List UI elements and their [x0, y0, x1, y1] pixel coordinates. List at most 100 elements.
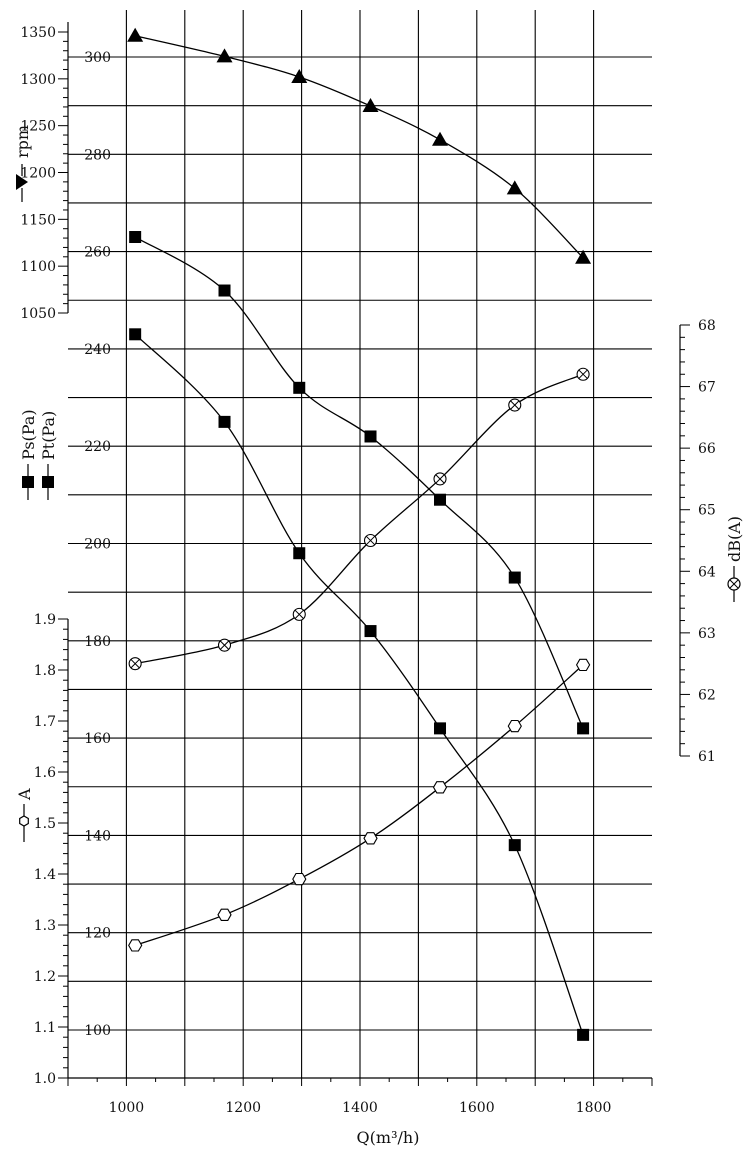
x-tick-label: 1000 [109, 1100, 145, 1116]
pa-axis-title: Ps(Pa) [19, 409, 38, 500]
db-axis-label: dB(A) [725, 516, 744, 562]
square-marker [293, 547, 306, 560]
circle-x-stroke [435, 474, 445, 484]
triangle-marker [291, 68, 308, 83]
db-tick-label: 67 [698, 380, 716, 396]
amp-tick-label: 1.1 [34, 1020, 56, 1036]
rpm-tick-label: 1050 [20, 306, 56, 322]
square-marker [129, 231, 142, 244]
square-marker [508, 571, 521, 584]
triangle-marker [362, 97, 379, 112]
circle-x-marker [217, 638, 232, 652]
circle-x-marker [292, 607, 306, 621]
db-axis-title: dB(A) [725, 516, 744, 602]
amp-axis-title: A [15, 788, 34, 842]
square-marker [577, 1028, 590, 1041]
x-tick-label: 1400 [342, 1100, 378, 1116]
square-marker [434, 493, 447, 506]
series-line-rpm [135, 35, 584, 259]
square-marker [434, 722, 447, 735]
axes: 1000 1200 1400 1600 1800 1050 1100 1150 1200 1250… [20, 22, 716, 1116]
series-line-pa [134, 236, 584, 729]
amp-tick-label: 1.7 [34, 714, 56, 730]
square-marker [364, 625, 377, 638]
pa-tick-label: 200 [84, 537, 111, 553]
rpm-tick-label: 1350 [20, 25, 56, 41]
rpm-tick-label: 1300 [20, 72, 56, 88]
pt-axis-label: Pt(Pa) [39, 411, 58, 460]
triangle-icon [16, 174, 28, 190]
square-icon [22, 476, 34, 488]
circle-x-icon [727, 577, 741, 591]
amp-tick-label: 1.5 [34, 816, 56, 832]
db-tick-label: 66 [698, 441, 716, 457]
rpm-tick-label: 1100 [20, 259, 56, 275]
circle-x-stroke [578, 369, 588, 379]
triangle-marker [127, 27, 144, 42]
pt-axis-title: Pt(Pa) [39, 411, 58, 500]
amp-tick-label: 1.2 [34, 969, 56, 985]
pa-tick-label: 260 [84, 245, 111, 261]
circle-x-stroke [510, 400, 520, 410]
amp-tick-label: 1.8 [34, 663, 56, 679]
pa-tick-label: 180 [84, 634, 111, 650]
pa-tick-label: 100 [84, 1023, 111, 1039]
markers [127, 27, 592, 1041]
rpm-axis-label: rpm [13, 125, 32, 158]
circle-x-stroke [219, 640, 230, 650]
x-tick-label: 1800 [576, 1100, 612, 1116]
circle-x-marker [363, 533, 378, 548]
series-line-pa [134, 333, 584, 1036]
amp-tick-label: 1.9 [34, 612, 56, 628]
hexagon-marker [128, 939, 143, 952]
series-line-db [135, 373, 584, 665]
circle-x-marker [128, 657, 142, 671]
hexagon-icon [19, 815, 29, 827]
x-tick-label: 1600 [459, 1100, 495, 1116]
amp-tick-label: 1.3 [34, 918, 56, 934]
square-marker [364, 430, 377, 443]
pa-tick-label: 160 [84, 731, 111, 747]
x-axis-label: Q(m³/h) [357, 1128, 420, 1147]
pa-tick-label: 140 [84, 828, 111, 844]
ps-axis-label: Ps(Pa) [19, 409, 38, 460]
grid [68, 10, 652, 1079]
db-tick-label: 61 [698, 749, 716, 765]
square-marker [577, 722, 590, 735]
circle-x-marker [576, 367, 590, 381]
pa-tick-label: 240 [84, 342, 111, 358]
pa-tick-label: 300 [84, 50, 111, 66]
amp-tick-label: 1.0 [34, 1071, 56, 1087]
amp-tick-label: 1.4 [34, 867, 56, 883]
pa-tick-label: 220 [84, 439, 111, 455]
amp-axis-label: A [15, 788, 34, 801]
hexagon-marker [575, 658, 591, 672]
db-tick-label: 62 [698, 687, 716, 703]
circle-x-stroke [294, 609, 304, 619]
rpm-axis-title: rpm [13, 125, 32, 202]
circle-x-stroke [130, 659, 140, 669]
rpm-tick-label: 1250 [20, 119, 56, 135]
triangle-marker [216, 48, 233, 63]
series-line-amp [134, 664, 584, 947]
amp-tick-label: 1.6 [34, 765, 56, 781]
hexagon-marker [432, 781, 448, 794]
db-tick-label: 63 [698, 626, 716, 642]
x-tick-label: 1200 [225, 1100, 261, 1116]
rpm-tick-label: 1150 [20, 212, 56, 228]
triangle-marker [432, 131, 449, 146]
hexagon-marker [363, 832, 378, 845]
rpm-tick-label: 1200 [20, 166, 56, 182]
square-marker [293, 381, 306, 394]
db-tick-label: 65 [698, 503, 716, 519]
hexagon-marker [507, 719, 522, 733]
square-icon [42, 476, 54, 488]
square-marker [218, 284, 231, 297]
circle-x-marker [508, 398, 522, 412]
hexagon-marker [292, 872, 307, 886]
circle-x-marker [433, 472, 447, 486]
pa-tick-label: 280 [84, 147, 111, 163]
square-marker [129, 328, 142, 341]
db-tick-label: 64 [698, 564, 716, 580]
